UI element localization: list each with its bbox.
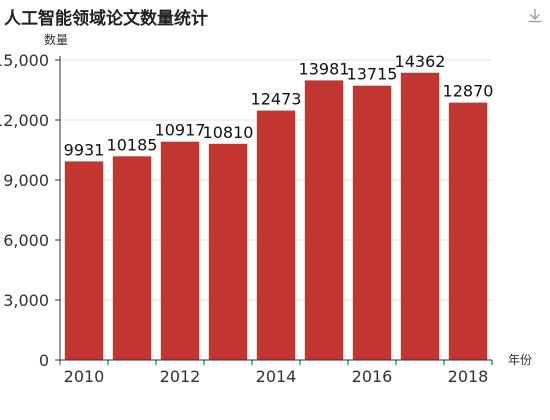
x-tick-label: 2010: [64, 367, 105, 386]
bar: [304, 80, 344, 360]
x-tick-label: 2014: [256, 367, 297, 386]
axes: [55, 56, 493, 365]
data-label: 9931: [64, 140, 105, 159]
data-label: 14362: [395, 52, 446, 71]
chart-title: 人工智能领域论文数量统计: [4, 9, 208, 29]
data-label: 10185: [107, 135, 158, 154]
labels: 0 3,000 6,000 9,000 12,000 15,000 993110185109…: [0, 51, 493, 386]
bar: [112, 156, 152, 360]
y-axis-label: 数量: [44, 32, 68, 47]
download-button[interactable]: [526, 7, 544, 25]
y-tick-label: 6,000: [3, 231, 49, 250]
bars: [64, 72, 488, 360]
y-tick-label: 9,000: [3, 171, 49, 190]
y-tick-label: 0: [39, 351, 49, 370]
bar: [64, 161, 104, 360]
data-label: 13715: [347, 65, 398, 84]
bar: [448, 102, 488, 360]
data-label: 13981: [299, 59, 350, 78]
data-label: 12870: [443, 82, 494, 101]
data-label: 12473: [251, 90, 302, 109]
bar: [352, 85, 392, 360]
y-tick-label: 3,000: [3, 291, 49, 310]
bar: [400, 72, 440, 360]
data-label: 10810: [203, 123, 254, 142]
y-tick-label: 15,000: [0, 51, 49, 70]
data-label: 10917: [155, 121, 206, 140]
bar: [256, 110, 296, 360]
x-tick-label: 2018: [448, 367, 489, 386]
y-tick-label: 12,000: [0, 111, 49, 130]
bar: [208, 143, 248, 360]
x-tick-label: 2016: [352, 367, 393, 386]
bar: [160, 141, 200, 360]
download-icon: [528, 9, 542, 23]
x-tick-label: 2012: [160, 367, 201, 386]
x-axis-label: 年份: [508, 353, 532, 367]
